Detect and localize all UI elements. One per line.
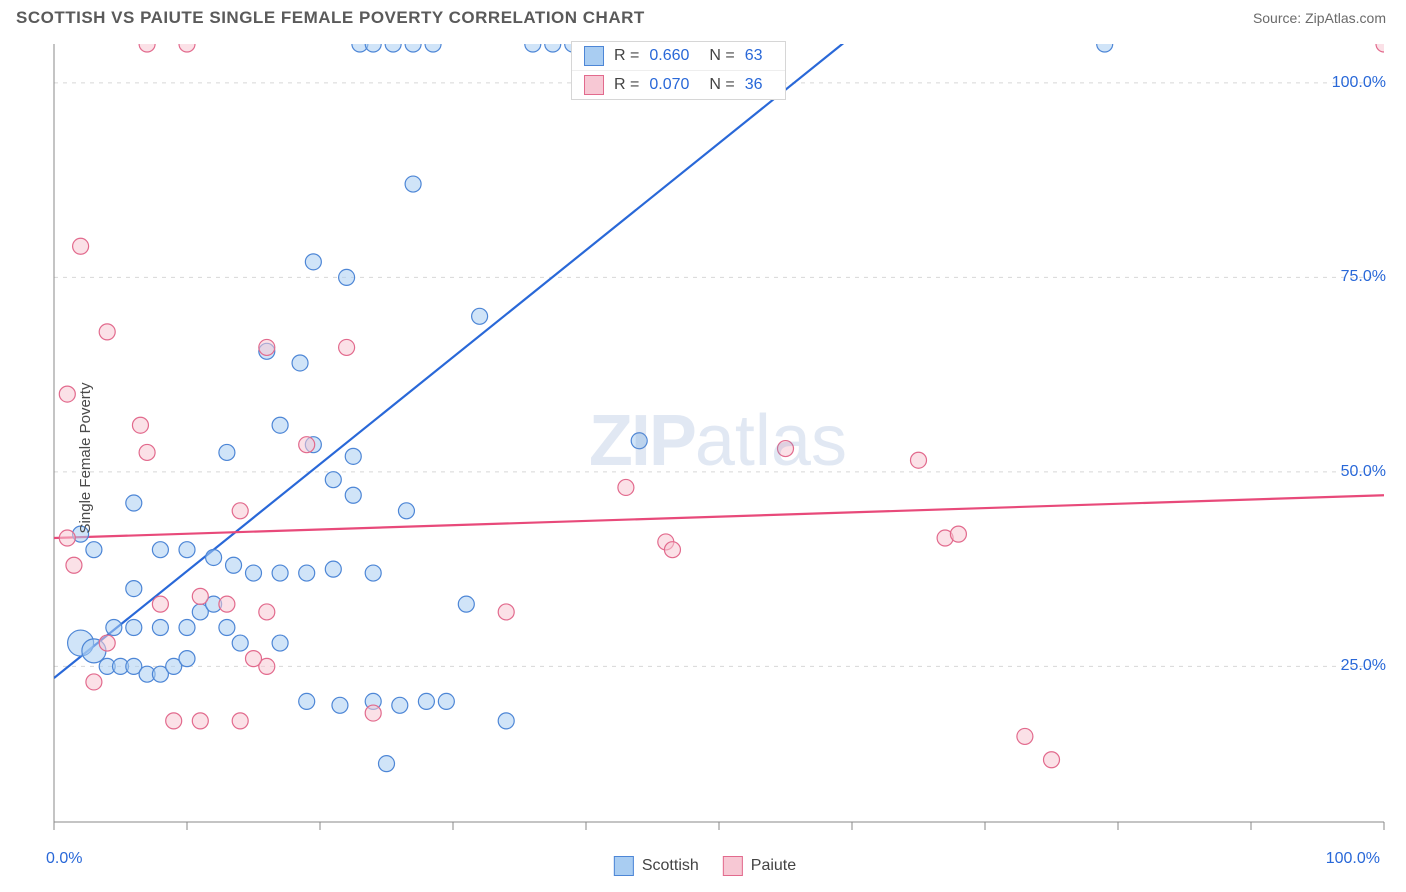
n-label: N = (709, 47, 734, 65)
stats-legend: R = 0.660 N = 63 R = 0.070 N = 36 (571, 41, 786, 100)
legend-item-paiute: Paiute (723, 856, 796, 876)
paiute-n-value: 36 (745, 76, 763, 94)
stats-legend-row-paiute: R = 0.070 N = 36 (572, 71, 785, 99)
scatter-plot (16, 38, 1394, 878)
y-tick-label: 25.0% (1341, 657, 1386, 675)
paiute-swatch-icon (723, 856, 743, 876)
legend-label-scottish: Scottish (642, 857, 699, 875)
legend-item-scottish: Scottish (614, 856, 699, 876)
y-tick-label: 100.0% (1332, 74, 1386, 92)
y-axis-label: Single Female Poverty (77, 383, 94, 534)
source-name: ZipAtlas.com (1305, 10, 1386, 26)
r-label: R = (614, 47, 639, 65)
scottish-r-value: 0.660 (649, 47, 689, 65)
x-tick-label-max: 100.0% (1326, 850, 1380, 868)
scottish-swatch-icon (614, 856, 634, 876)
scottish-n-value: 63 (745, 47, 763, 65)
scottish-swatch-icon (584, 46, 604, 66)
source-prefix: Source: (1253, 10, 1305, 26)
legend-label-paiute: Paiute (751, 857, 796, 875)
paiute-swatch-icon (584, 75, 604, 95)
r-label: R = (614, 76, 639, 94)
header: SCOTTISH VS PAIUTE SINGLE FEMALE POVERTY… (0, 0, 1406, 32)
chart-title: SCOTTISH VS PAIUTE SINGLE FEMALE POVERTY… (16, 8, 645, 28)
paiute-r-value: 0.070 (649, 76, 689, 94)
source-attribution: Source: ZipAtlas.com (1253, 10, 1386, 26)
series-legend: Scottish Paiute (614, 856, 796, 876)
y-tick-label: 75.0% (1341, 268, 1386, 286)
chart-container: Single Female Poverty ZIPatlas R = 0.660… (16, 38, 1394, 878)
y-tick-label: 50.0% (1341, 463, 1386, 481)
x-tick-label-min: 0.0% (46, 850, 82, 868)
stats-legend-row-scottish: R = 0.660 N = 63 (572, 42, 785, 71)
n-label: N = (709, 76, 734, 94)
